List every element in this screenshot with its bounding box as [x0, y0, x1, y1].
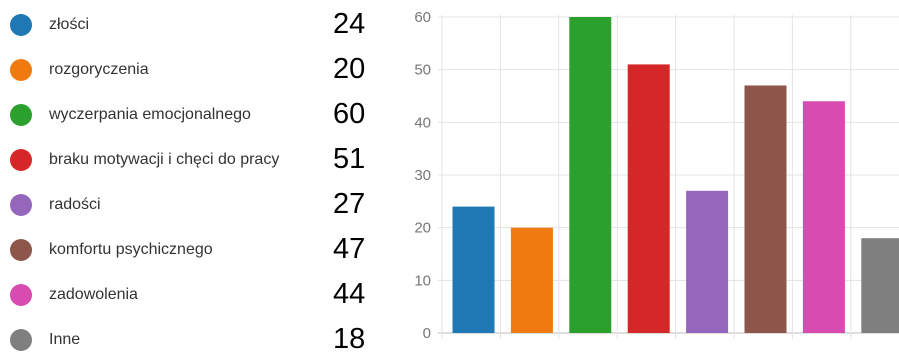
legend-swatch — [10, 149, 32, 171]
y-tick-label: 10 — [414, 272, 431, 289]
bar — [686, 191, 728, 333]
legend-count: 47 — [333, 233, 365, 266]
legend-count: 20 — [333, 53, 365, 86]
legend-swatch — [10, 59, 32, 81]
legend-label: złości — [49, 16, 89, 34]
y-tick-label: 20 — [414, 220, 431, 237]
legend-label: wyczerpania emocjonalnego — [49, 106, 251, 124]
legend-label: zadowolenia — [49, 286, 138, 304]
legend: złości 24 rozgoryczenia 20 wyczerpania e… — [0, 0, 380, 349]
legend-swatch — [10, 284, 32, 306]
bar — [569, 17, 611, 333]
legend-count: 24 — [333, 8, 365, 41]
legend-swatch — [10, 194, 32, 216]
legend-swatch — [10, 104, 32, 126]
legend-item: komfortu psychicznego 47 — [0, 235, 380, 265]
legend-swatch — [10, 239, 32, 261]
bar — [803, 101, 845, 333]
legend-item: zadowolenia 44 — [0, 280, 380, 310]
legend-item: Inne 18 — [0, 325, 380, 355]
legend-count: 27 — [333, 188, 365, 221]
bar — [745, 85, 787, 333]
legend-item: złości 24 — [0, 10, 380, 40]
legend-label: braku motywacji i chęci do pracy — [49, 151, 279, 169]
legend-item: braku motywacji i chęci do pracy 51 — [0, 145, 380, 175]
bar — [453, 207, 495, 333]
legend-item: wyczerpania emocjonalnego 60 — [0, 100, 380, 130]
bar — [861, 238, 899, 333]
legend-label: radości — [49, 196, 101, 214]
legend-item: rozgoryczenia 20 — [0, 55, 380, 85]
legend-swatch — [10, 14, 32, 36]
legend-count: 18 — [333, 323, 365, 356]
bar — [511, 228, 553, 333]
y-tick-label: 60 — [414, 9, 431, 26]
y-tick-label: 0 — [423, 325, 431, 342]
y-tick-label: 50 — [414, 62, 431, 79]
legend-swatch — [10, 329, 32, 351]
bar — [628, 64, 670, 333]
legend-item: radości 27 — [0, 190, 380, 220]
legend-count: 44 — [333, 278, 365, 311]
y-tick-label: 30 — [414, 167, 431, 184]
legend-label: Inne — [49, 331, 80, 349]
legend-label: rozgoryczenia — [49, 61, 149, 79]
y-axis-ticks: 0 10 20 30 40 50 60 — [414, 9, 431, 342]
bar-chart: 0 10 20 30 40 50 60 — [380, 0, 899, 349]
legend-label: komfortu psychicznego — [49, 241, 213, 259]
legend-count: 60 — [333, 98, 365, 131]
legend-count: 51 — [333, 143, 365, 176]
y-tick-label: 40 — [414, 114, 431, 131]
